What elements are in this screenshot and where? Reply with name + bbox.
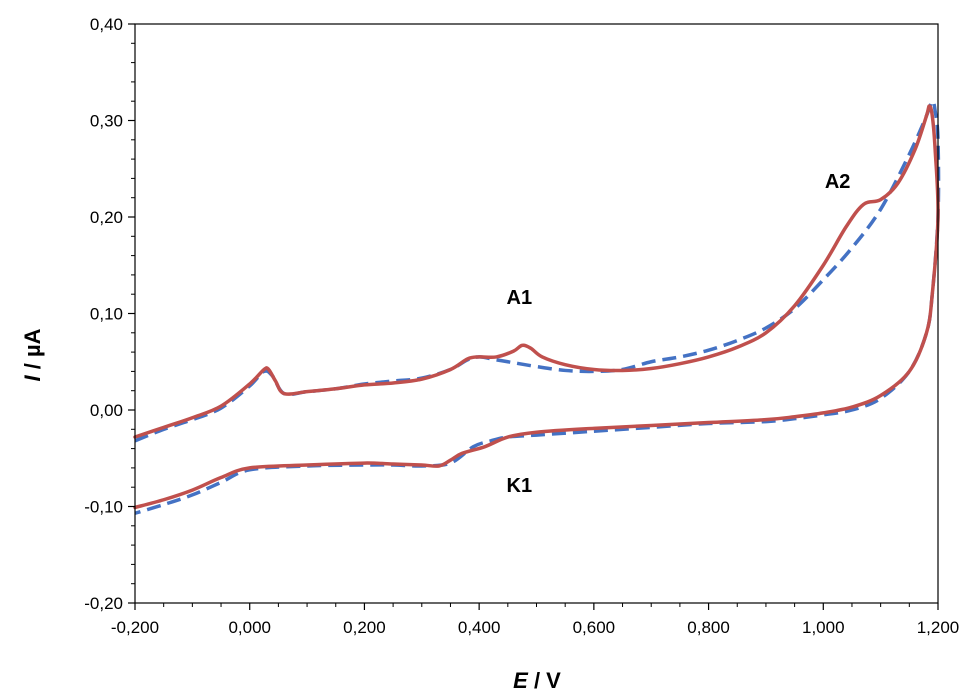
x-tick-label: 0,800 [687,618,730,637]
x-axis-title: E / V [513,668,561,693]
x-tick-label: 0,400 [458,618,501,637]
x-tick-label: 0,000 [228,618,271,637]
y-tick-label: 0,00 [90,401,123,420]
plot-frame [134,23,939,604]
x-tick-label: -0,200 [111,618,159,637]
tick-labels: -0,20 -0,10 0,00 0,10 0,20 0,30 0,40 -0,200 0,00… [84,15,959,637]
peak-annotation: A2 [825,171,851,193]
peak-annotation: A1 [507,287,533,309]
y-tick-label: 0,40 [90,15,123,34]
x-tick-label: 1,200 [917,618,960,637]
y-axis-title-unit: / µA [20,328,45,375]
y-axis-title-italic: I [20,375,45,382]
y-tick-label: 0,10 [90,305,123,324]
x-axis-title-unit: / V [528,668,561,693]
y-tick-label: 0,20 [90,208,123,227]
x-tick-label: 0,200 [343,618,386,637]
peak-annotation: K1 [507,475,533,497]
y-tick-label: -0,20 [84,594,123,613]
y-axis-title: I / µA [20,328,45,381]
plot-area [133,99,941,515]
y-tick-label: -0,10 [84,498,123,517]
x-tick-label: 1,000 [802,618,845,637]
y-tick-label: 0,30 [90,112,123,131]
x-tick-label: 0,600 [573,618,616,637]
series-dashed-blue [134,99,941,515]
axes [128,23,939,610]
series-solid-red [133,104,940,510]
x-axis-title-italic: E [513,668,529,693]
